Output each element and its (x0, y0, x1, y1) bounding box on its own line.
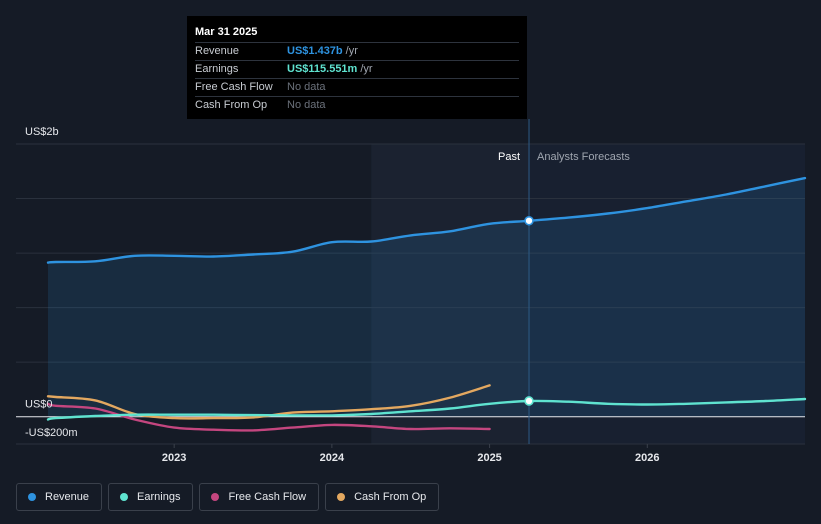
x-tick-label: 2024 (320, 452, 345, 464)
x-tick-label: 2023 (162, 452, 186, 464)
legend-label: Earnings (137, 491, 181, 503)
tooltip-row-fcf: Free Cash Flow No data (195, 78, 519, 96)
legend: Revenue Earnings Free Cash Flow Cash Fro… (16, 483, 440, 511)
earnings-line (46, 397, 807, 421)
cash-from-op-line (46, 384, 491, 420)
revenue-line (46, 176, 807, 264)
tooltip-row-earnings: Earnings US$115.551m /yr (195, 60, 519, 78)
tooltip: Mar 31 2025 Revenue US$1.437b /yr Earnin… (187, 16, 527, 119)
forecast-region (529, 144, 805, 444)
forecast-label: Analysts Forecasts (537, 151, 630, 163)
legend-label: Cash From Op (354, 491, 427, 503)
legend-item-free-cash-flow[interactable]: Free Cash Flow (199, 483, 320, 511)
legend-item-revenue[interactable]: Revenue (16, 483, 103, 511)
tooltip-row-cfo: Cash From Op No data (195, 96, 519, 114)
tooltip-row-revenue: Revenue US$1.437b /yr (195, 42, 519, 60)
tooltip-label: Revenue (195, 45, 240, 57)
tooltip-value-earnings: US$115.551m (287, 63, 358, 75)
tooltip-unit: /yr (360, 63, 373, 75)
cash-from-op-dot-icon (337, 493, 346, 501)
y-tick-label: US$0 (25, 399, 53, 411)
x-tick-label: 2025 (477, 452, 501, 464)
tooltip-value-cfo: No data (287, 99, 326, 111)
free-cash-flow-line (46, 402, 491, 432)
free-cash-flow-dot-icon (211, 493, 220, 501)
legend-label: Revenue (45, 491, 90, 503)
earnings-dot-icon (120, 493, 129, 501)
tooltip-label: Earnings (195, 63, 239, 75)
legend-item-earnings[interactable]: Earnings (108, 483, 194, 511)
past-label: Past (498, 151, 520, 163)
y-tick-label: US$2b (25, 126, 59, 138)
tooltip-date: Mar 31 2025 (195, 26, 258, 38)
legend-item-cash-from-op[interactable]: Cash From Op (325, 483, 440, 511)
tooltip-value-fcf: No data (287, 81, 326, 93)
revenue-highlight-point (524, 215, 534, 226)
tooltip-label: Free Cash Flow (195, 81, 273, 93)
past-region (371, 144, 530, 444)
tooltip-value-revenue: US$1.437b (287, 45, 343, 57)
tooltip-label: Cash From Op (195, 99, 268, 111)
y-tick-label: -US$200m (25, 427, 78, 439)
tooltip-unit: /yr (345, 45, 358, 57)
x-tick-label: 2026 (635, 452, 659, 464)
legend-label: Free Cash Flow (228, 491, 307, 503)
earnings-highlight-point (524, 396, 534, 406)
revenue-dot-icon (28, 493, 36, 501)
revenue-area (48, 178, 805, 417)
